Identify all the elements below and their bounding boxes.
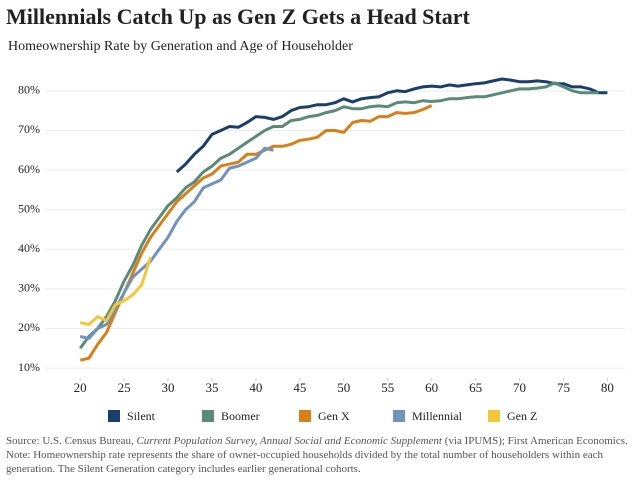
series-line	[79, 104, 433, 362]
x-tick-label: 60	[425, 380, 438, 395]
legend-swatch	[108, 410, 120, 422]
source-text: (via IPUMS); First American Economics. N…	[6, 435, 628, 475]
x-tick-label: 20	[74, 380, 87, 395]
x-tick-label: 40	[249, 380, 262, 395]
y-tick-label: 70%	[18, 122, 40, 136]
x-tick-label: 75	[557, 380, 570, 395]
x-tick-label: 35	[205, 380, 218, 395]
legend-label: Gen X	[318, 409, 350, 423]
chart: Millennials Catch Up as Gen Z Gets a Hea…	[6, 4, 625, 423]
source-text: Current Population Survey, Annual Social…	[136, 435, 442, 447]
y-tick-label: 10%	[18, 360, 40, 374]
x-tick-label: 30	[162, 380, 175, 395]
series-line	[79, 146, 274, 340]
y-tick-label: 40%	[18, 241, 40, 255]
x-tick-label: 25	[118, 380, 131, 395]
legend-label: Millennial	[412, 409, 463, 423]
legend-swatch	[299, 410, 311, 422]
x-tick-label: 50	[337, 380, 350, 395]
legend-label: Silent	[127, 409, 156, 423]
x-tick-label: 55	[381, 380, 394, 395]
series-line	[175, 77, 608, 174]
legend-swatch	[488, 410, 500, 422]
chart-title: Millennials Catch Up as Gen Z Gets a Hea…	[6, 4, 471, 29]
source-note: Source: U.S. Census Bureau, Current Popu…	[6, 434, 631, 476]
x-tick-label: 80	[601, 380, 614, 395]
legend-label: Gen Z	[507, 409, 537, 423]
y-tick-label: 30%	[18, 281, 40, 295]
x-tick-label: 65	[469, 380, 482, 395]
chart-subtitle: Homeownership Rate by Generation and Age…	[8, 39, 353, 54]
series-line	[79, 256, 152, 326]
x-tick-label: 45	[293, 380, 306, 395]
y-tick-label: 60%	[18, 162, 40, 176]
y-tick-label: 20%	[18, 320, 40, 334]
series-line	[78, 81, 599, 350]
legend-swatch	[393, 410, 405, 422]
y-tick-label: 50%	[18, 201, 40, 215]
y-tick-label: 80%	[18, 83, 40, 97]
source-text: Source: U.S. Census Bureau,	[6, 435, 137, 447]
x-tick-label: 70	[513, 380, 526, 395]
legend-label: Boomer	[221, 409, 260, 423]
legend-swatch	[202, 410, 214, 422]
